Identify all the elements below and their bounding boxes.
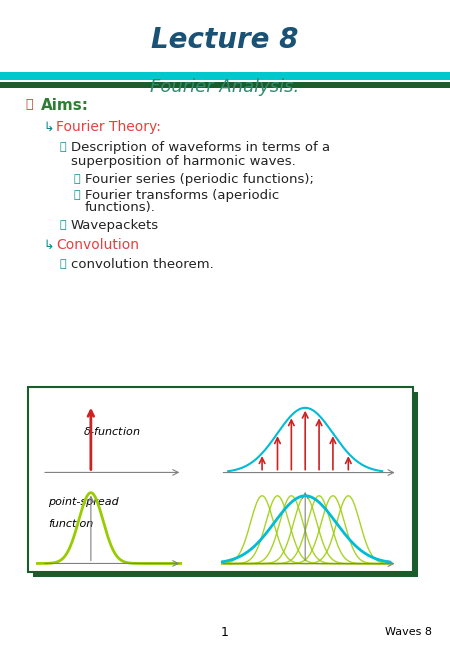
Text: functions).: functions). [85, 202, 156, 214]
Text: Aims:: Aims: [41, 98, 89, 112]
Text: ⭢: ⭢ [73, 190, 80, 200]
Text: ↳: ↳ [43, 239, 54, 252]
Bar [28, 387, 413, 572]
Text: 1: 1 [221, 625, 229, 638]
Text: $\delta$-function: $\delta$-function [83, 425, 140, 437]
Text: Fourier transforms (aperiodic: Fourier transforms (aperiodic [85, 188, 279, 202]
Text: Lecture 8: Lecture 8 [151, 26, 299, 54]
Text: function: function [48, 519, 93, 529]
Text: convolution theorem.: convolution theorem. [71, 257, 214, 270]
Text: Waves 8: Waves 8 [385, 627, 432, 637]
Text: ⭢: ⭢ [59, 259, 66, 269]
Text: Wavepackets: Wavepackets [71, 218, 159, 231]
Text: Fourier series (periodic functions);: Fourier series (periodic functions); [85, 172, 314, 185]
Text: point-spread: point-spread [48, 497, 119, 507]
Text: 🐦: 🐦 [25, 99, 32, 112]
Text: ⭢: ⭢ [59, 220, 66, 230]
Text: superposition of harmonic waves.: superposition of harmonic waves. [71, 155, 296, 168]
Text: ⭢: ⭢ [73, 174, 80, 184]
Text: Fourier Analysis.: Fourier Analysis. [150, 78, 300, 96]
Bar [0, 82, 450, 88]
Text: Description of waveforms in terms of a: Description of waveforms in terms of a [71, 140, 330, 153]
Bar [0, 80, 450, 82]
Text: ⭢: ⭢ [59, 142, 66, 152]
Text: Fourier Theory:: Fourier Theory: [56, 120, 161, 134]
Bar [33, 392, 418, 577]
Bar [0, 72, 450, 80]
Text: ↳: ↳ [43, 120, 54, 133]
Text: Convolution: Convolution [56, 238, 139, 252]
